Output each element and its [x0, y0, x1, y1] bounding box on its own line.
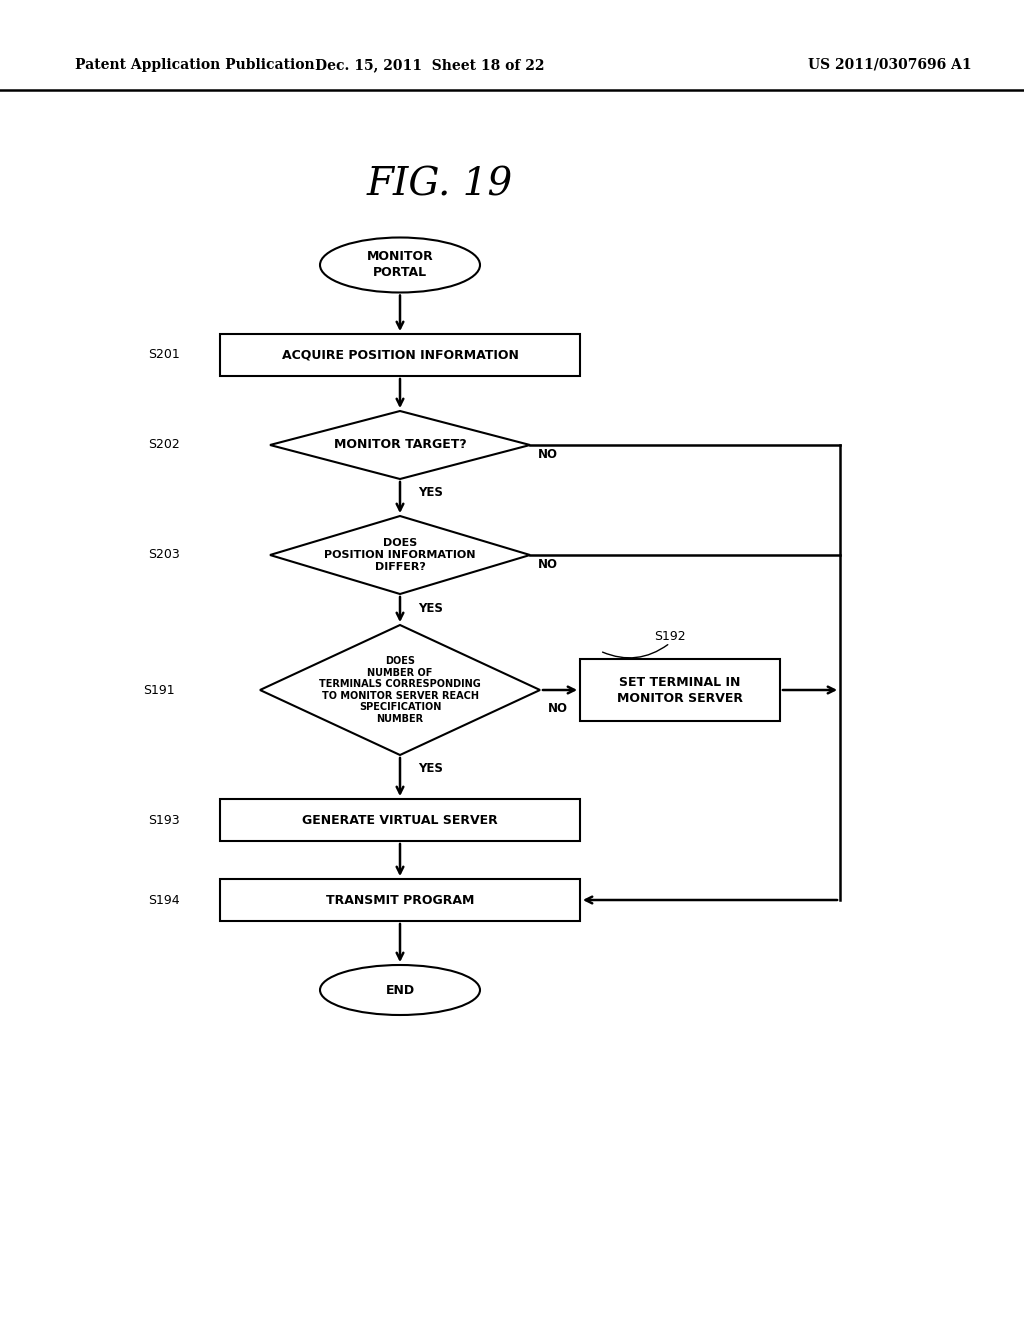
Text: US 2011/0307696 A1: US 2011/0307696 A1: [808, 58, 972, 73]
FancyBboxPatch shape: [220, 799, 580, 841]
FancyBboxPatch shape: [580, 659, 780, 721]
Text: Dec. 15, 2011  Sheet 18 of 22: Dec. 15, 2011 Sheet 18 of 22: [315, 58, 545, 73]
Text: S201: S201: [148, 348, 180, 362]
Text: SET TERMINAL IN
MONITOR SERVER: SET TERMINAL IN MONITOR SERVER: [617, 676, 743, 705]
Text: ACQUIRE POSITION INFORMATION: ACQUIRE POSITION INFORMATION: [282, 348, 518, 362]
FancyBboxPatch shape: [220, 879, 580, 921]
Text: GENERATE VIRTUAL SERVER: GENERATE VIRTUAL SERVER: [302, 813, 498, 826]
Text: MONITOR TARGET?: MONITOR TARGET?: [334, 438, 466, 451]
Text: S192: S192: [654, 631, 686, 644]
Text: YES: YES: [418, 487, 442, 499]
Text: S203: S203: [148, 549, 180, 561]
Text: TRANSMIT PROGRAM: TRANSMIT PROGRAM: [326, 894, 474, 907]
Text: NO: NO: [538, 558, 558, 572]
Text: MONITOR
PORTAL: MONITOR PORTAL: [367, 251, 433, 280]
Text: DOES
NUMBER OF
TERMINALS CORRESPONDING
TO MONITOR SERVER REACH
SPECIFICATION
NUM: DOES NUMBER OF TERMINALS CORRESPONDING T…: [319, 656, 481, 723]
Text: DOES
POSITION INFORMATION
DIFFER?: DOES POSITION INFORMATION DIFFER?: [325, 539, 476, 572]
Ellipse shape: [319, 965, 480, 1015]
Text: END: END: [385, 983, 415, 997]
Text: S202: S202: [148, 438, 180, 451]
Ellipse shape: [319, 238, 480, 293]
Polygon shape: [270, 411, 530, 479]
Text: NO: NO: [548, 701, 568, 714]
Text: FIG. 19: FIG. 19: [367, 166, 513, 203]
Text: S194: S194: [148, 894, 180, 907]
Text: YES: YES: [418, 763, 442, 776]
Text: Patent Application Publication: Patent Application Publication: [75, 58, 314, 73]
Text: NO: NO: [538, 449, 558, 462]
Text: YES: YES: [418, 602, 442, 615]
Polygon shape: [270, 516, 530, 594]
Polygon shape: [260, 624, 540, 755]
FancyBboxPatch shape: [220, 334, 580, 376]
Text: S193: S193: [148, 813, 180, 826]
Text: S191: S191: [143, 684, 175, 697]
